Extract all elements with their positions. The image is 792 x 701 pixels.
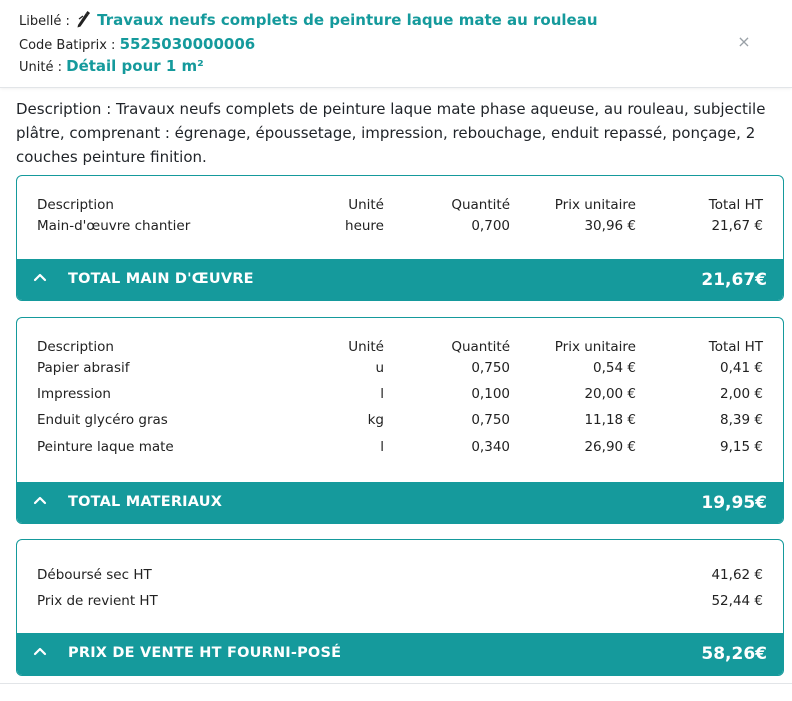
- description-text: Description : Travaux neufs complets de …: [16, 100, 766, 166]
- row-total-ht: 21,67 €: [711, 218, 763, 234]
- row-total-ht: 9,15 €: [720, 439, 763, 455]
- row-quantite: 0,700: [471, 218, 510, 234]
- libelle-value: Travaux neufs complets de peinture laque…: [97, 11, 598, 29]
- total-main-oeuvre-label: TOTAL MAIN D'ŒUVRE: [68, 271, 254, 287]
- libelle-line: Libellé : Travaux neufs complets de pein…: [19, 10, 598, 29]
- prix-vente-value: 58,26€: [701, 644, 767, 664]
- col-total-ht: Total HT: [708, 339, 763, 355]
- chevron-up-icon[interactable]: [33, 493, 47, 507]
- code-label: Code Batiprix :: [19, 38, 116, 53]
- detail-header: Libellé : Travaux neufs complets de pein…: [0, 0, 792, 88]
- row-quantite: 0,750: [471, 360, 510, 376]
- table-row: Main-d'œuvre chantier heure 0,700 30,96 …: [17, 218, 783, 238]
- row-description: Peinture laque mate: [37, 439, 174, 455]
- table-row: Impression l 0,100 20,00 € 2,00 €: [17, 386, 783, 406]
- row-description: Main-d'œuvre chantier: [37, 218, 191, 234]
- col-description: Description: [37, 339, 114, 355]
- summary-label: Déboursé sec HT: [37, 567, 152, 583]
- col-unite: Unité: [348, 197, 384, 213]
- row-unite: l: [380, 386, 384, 402]
- row-unite: l: [380, 439, 384, 455]
- row-description: Enduit glycéro gras: [37, 412, 168, 428]
- chevron-up-icon[interactable]: [33, 270, 47, 284]
- table-row: Peinture laque mate l 0,340 26,90 € 9,15…: [17, 439, 783, 459]
- col-quantite: Quantité: [451, 197, 510, 213]
- col-unite: Unité: [348, 339, 384, 355]
- footer-divider: [0, 683, 792, 684]
- row-prix-unitaire: 30,96 €: [584, 218, 636, 234]
- code-line: Code Batiprix : 5525030000006: [19, 35, 255, 53]
- prix-vente-label: PRIX DE VENTE HT FOURNI-POSÉ: [68, 645, 342, 661]
- total-materiaux-value: 19,95€: [701, 493, 767, 513]
- summary-row: Déboursé sec HT 41,62 €: [17, 567, 783, 587]
- code-value: 5525030000006: [119, 35, 256, 53]
- row-quantite: 0,750: [471, 412, 510, 428]
- row-prix-unitaire: 26,90 €: [584, 439, 636, 455]
- unite-line: Unité : Détail pour 1 m²: [19, 57, 204, 75]
- col-description: Description: [37, 197, 114, 213]
- row-unite: kg: [367, 412, 384, 428]
- row-unite: u: [375, 360, 384, 376]
- unite-label: Unité :: [19, 60, 62, 75]
- row-prix-unitaire: 0,54 €: [593, 360, 636, 376]
- column-header-row: Description Unité Quantité Prix unitaire…: [17, 197, 783, 217]
- row-description: Impression: [37, 386, 111, 402]
- row-quantite: 0,100: [471, 386, 510, 402]
- table-row: Enduit glycéro gras kg 0,750 11,18 € 8,3…: [17, 412, 783, 432]
- materiaux-card: Description Unité Quantité Prix unitaire…: [16, 317, 784, 524]
- summary-value: 41,62 €: [711, 567, 763, 583]
- unite-value: Détail pour 1 m²: [66, 57, 204, 75]
- total-materiaux-bar[interactable]: TOTAL MATERIAUX 19,95€: [17, 482, 783, 523]
- libelle-label: Libellé :: [19, 14, 70, 29]
- close-icon[interactable]: ×: [737, 32, 751, 51]
- pen-icon: [77, 11, 90, 28]
- row-unite: heure: [345, 218, 384, 234]
- total-main-oeuvre-value: 21,67€: [701, 270, 767, 290]
- col-prix-unitaire: Prix unitaire: [554, 339, 636, 355]
- synthese-card: Déboursé sec HT 41,62 € Prix de revient …: [16, 539, 784, 676]
- chevron-up-icon[interactable]: [33, 644, 47, 658]
- row-description: Papier abrasif: [37, 360, 130, 376]
- col-quantite: Quantité: [451, 339, 510, 355]
- row-quantite: 0,340: [471, 439, 510, 455]
- row-prix-unitaire: 11,18 €: [584, 412, 636, 428]
- main-oeuvre-card: Description Unité Quantité Prix unitaire…: [16, 175, 784, 301]
- col-prix-unitaire: Prix unitaire: [554, 197, 636, 213]
- total-materiaux-label: TOTAL MATERIAUX: [68, 494, 223, 510]
- prix-vente-bar[interactable]: PRIX DE VENTE HT FOURNI-POSÉ 58,26€: [17, 633, 783, 675]
- row-prix-unitaire: 20,00 €: [584, 386, 636, 402]
- row-total-ht: 8,39 €: [720, 412, 763, 428]
- summary-row: Prix de revient HT 52,44 €: [17, 593, 783, 613]
- row-total-ht: 2,00 €: [720, 386, 763, 402]
- summary-value: 52,44 €: [711, 593, 763, 609]
- col-total-ht: Total HT: [708, 197, 763, 213]
- total-main-oeuvre-bar[interactable]: TOTAL MAIN D'ŒUVRE 21,67€: [17, 259, 783, 300]
- row-total-ht: 0,41 €: [720, 360, 763, 376]
- column-header-row: Description Unité Quantité Prix unitaire…: [17, 339, 783, 359]
- table-row: Papier abrasif u 0,750 0,54 € 0,41 €: [17, 360, 783, 380]
- summary-label: Prix de revient HT: [37, 593, 158, 609]
